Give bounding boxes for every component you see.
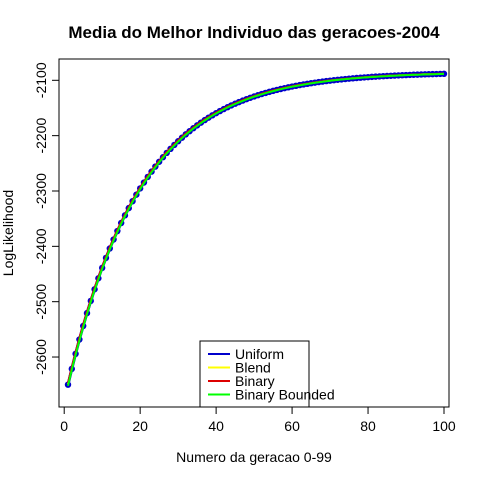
x-tick-label: 20 (132, 418, 148, 434)
legend-label: Binary Bounded (235, 387, 335, 403)
legend-item: Uniform (208, 346, 284, 362)
y-axis: -2600 -2500 -2400 -2300 -2200 -2100 (33, 62, 60, 375)
y-tick-label: -2100 (33, 62, 49, 98)
series-binary (67, 72, 445, 384)
x-tick-label: 80 (360, 418, 376, 434)
series-line (67, 72, 445, 384)
x-tick-label: 60 (284, 418, 300, 434)
chart-title: Media do Melhor Individuo das geracoes-2… (68, 23, 440, 42)
y-tick-label: -2300 (33, 173, 49, 209)
x-axis: 0 20 40 60 80 100 (60, 406, 456, 434)
x-tick-label: 0 (60, 418, 68, 434)
y-tick-label: -2400 (33, 228, 49, 264)
y-tick-label: -2500 (33, 284, 49, 320)
series-line (66, 72, 445, 386)
series-blend (67, 72, 445, 385)
legend-label: Blend (235, 360, 271, 376)
y-axis-label: LogLikelihood (0, 190, 16, 276)
series-binary-bounded (67, 72, 445, 387)
series-uniform (64, 70, 448, 388)
x-tick-label: 40 (208, 418, 224, 434)
legend-item: Binary Bounded (208, 387, 335, 403)
legend-box (199, 340, 310, 408)
y-tick-label: -2200 (33, 118, 49, 154)
legend-label: Binary (235, 373, 275, 389)
x-axis-label: Numero da geracao 0-99 (176, 449, 332, 465)
legend-label: Uniform (235, 346, 284, 362)
series-line (67, 72, 445, 385)
x-tick-label: 100 (432, 418, 456, 434)
legend-item: Binary (208, 373, 275, 389)
series-line (67, 72, 445, 387)
series-layer (64, 70, 448, 388)
legend-item: Blend (208, 360, 271, 376)
y-tick-label: -2600 (33, 339, 49, 375)
